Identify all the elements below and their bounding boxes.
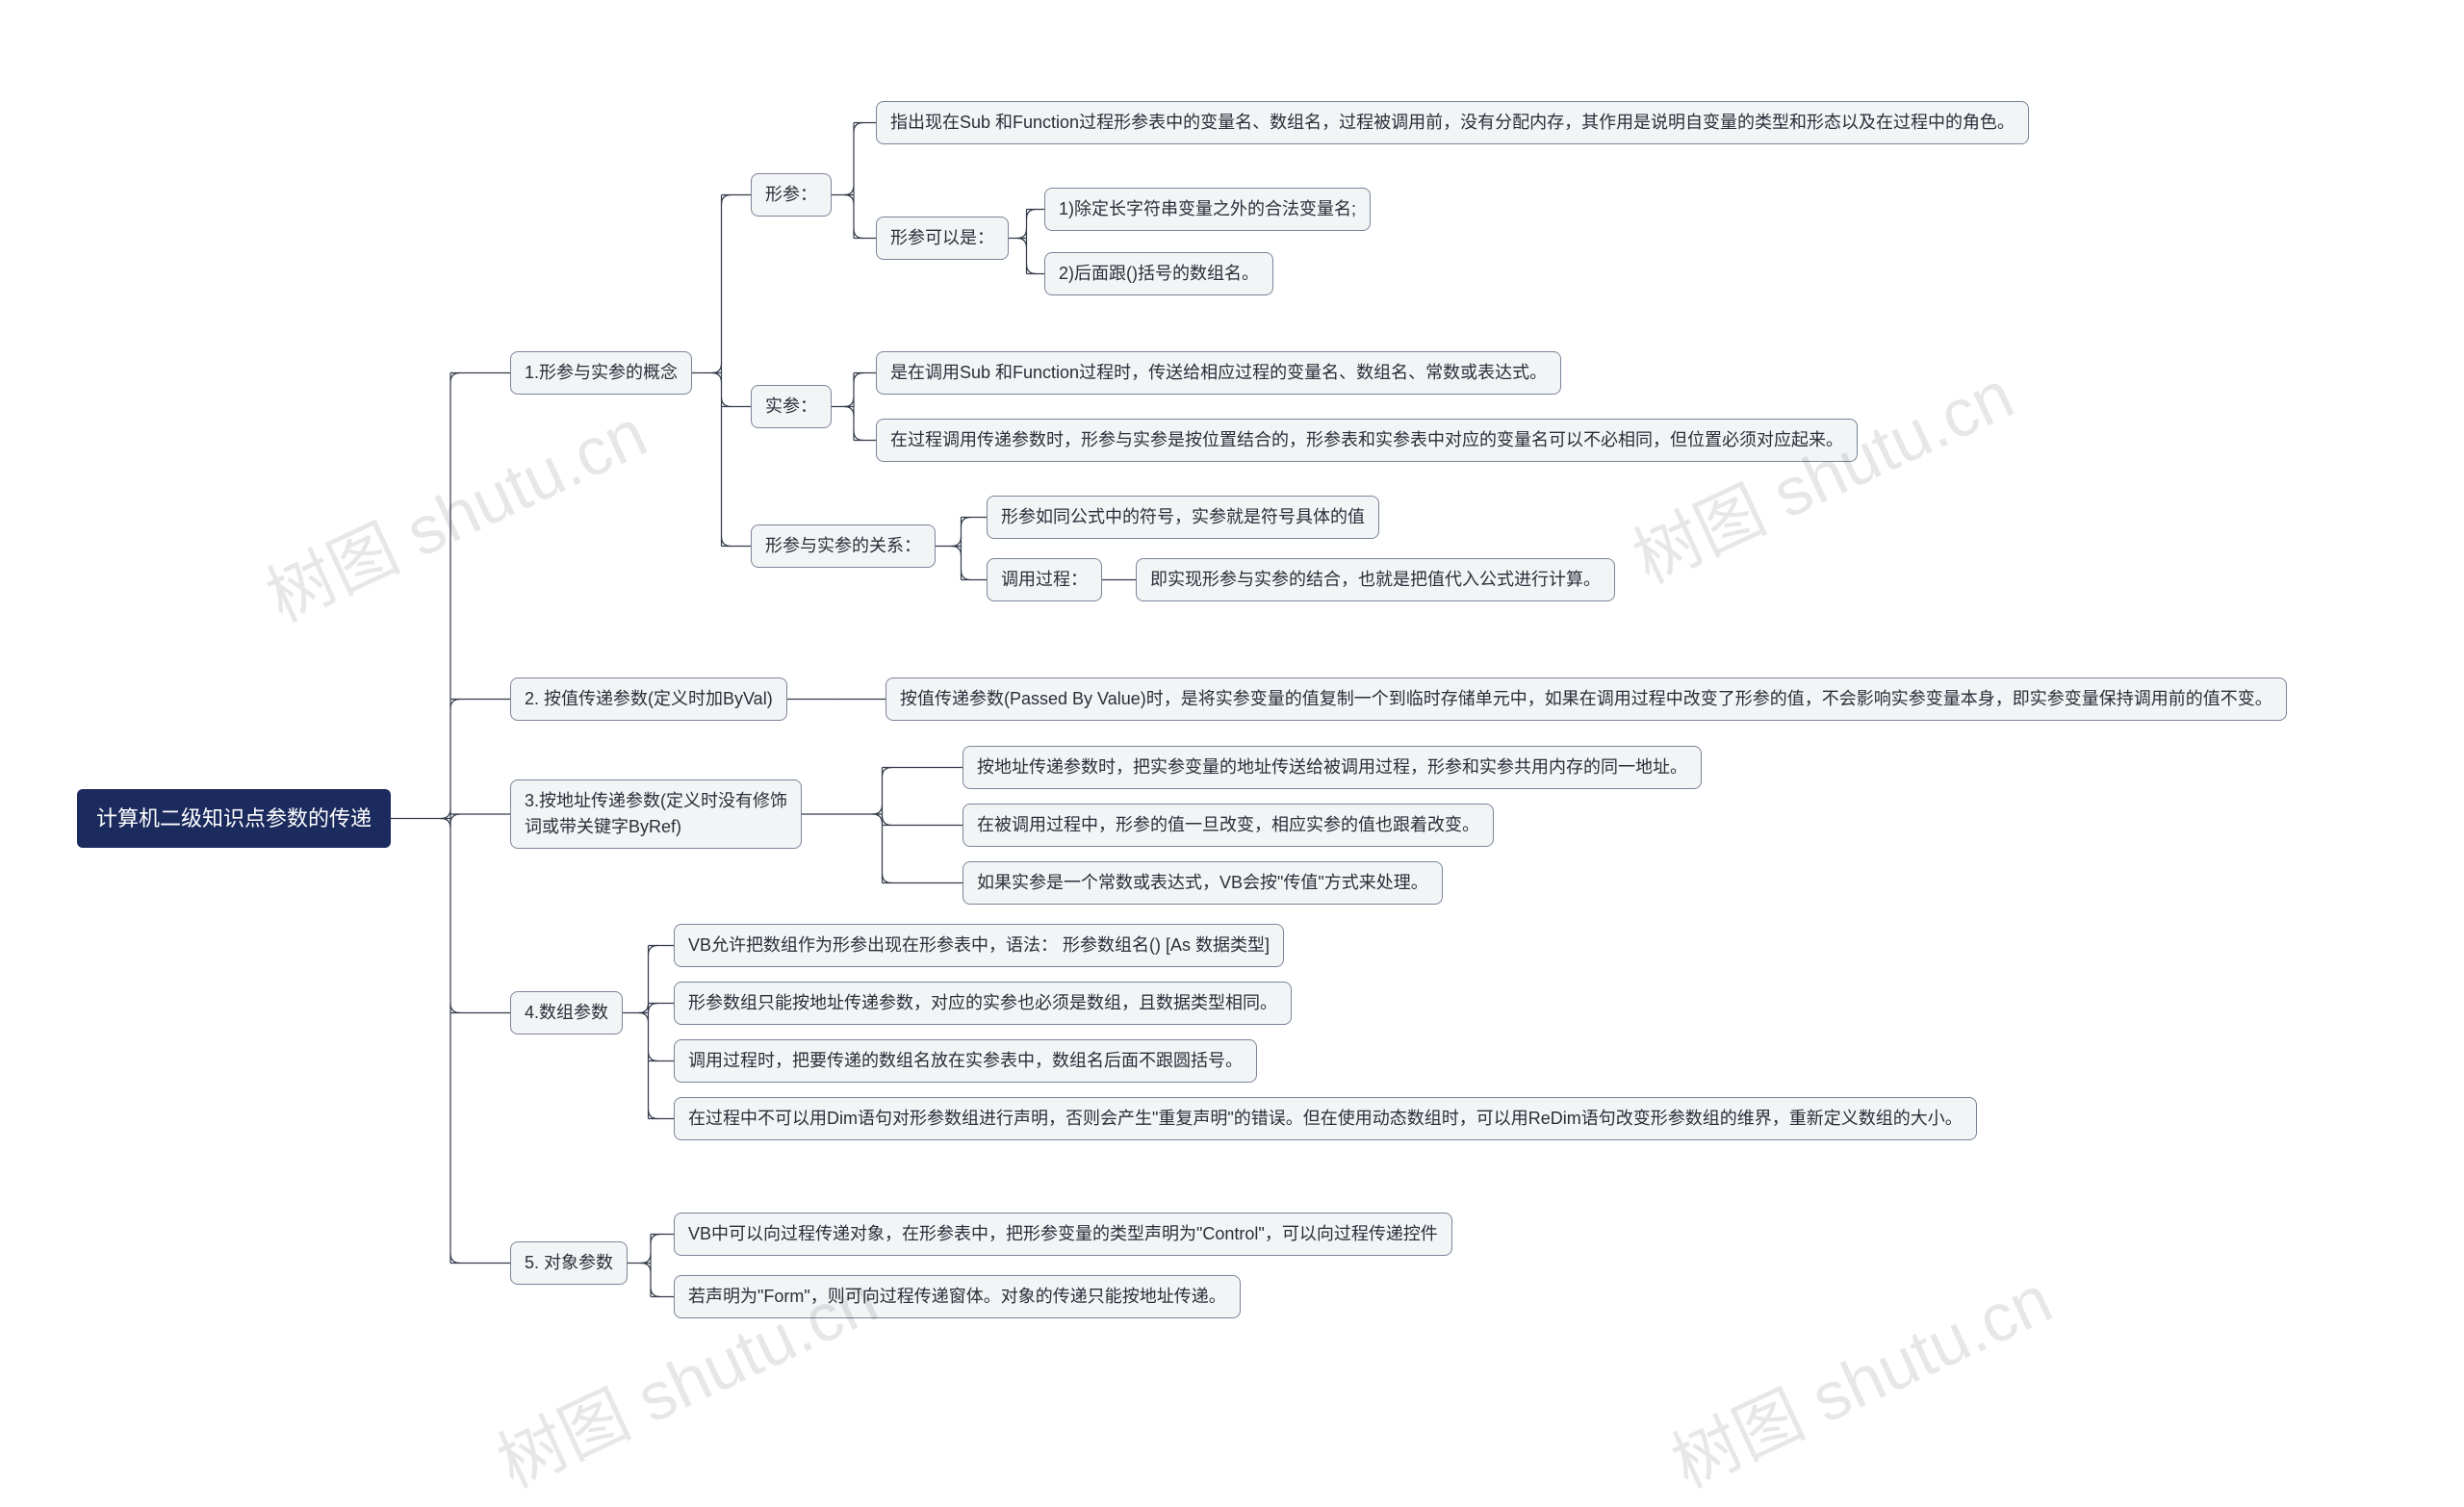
mindmap-node: 形参：	[751, 173, 832, 217]
mindmap-node: 在过程中不可以用Dim语句对形参数组进行声明，否则会产生"重复声明"的错误。但在…	[674, 1097, 1977, 1140]
mindmap-node: 按值传递参数(Passed By Value)时，是将实参变量的值复制一个到临时…	[886, 677, 2287, 721]
mindmap-node: 调用过程：	[987, 558, 1102, 601]
mindmap-node: 实参：	[751, 385, 832, 428]
watermark: 树图 shutu.cn	[1616, 342, 2027, 602]
mindmap-node: 形参如同公式中的符号，实参就是符号具体的值	[987, 496, 1379, 539]
mindmap-node: 2)后面跟()括号的数组名。	[1044, 252, 1273, 295]
watermark: 树图 shutu.cn	[249, 380, 660, 641]
mindmap-node: 2. 按值传递参数(定义时加ByVal)	[510, 677, 787, 721]
mindmap-node: 形参可以是：	[876, 217, 1009, 260]
mindmap-node: VB允许把数组作为形参出现在形参表中，语法： 形参数组名() [As 数据类型]	[674, 924, 1284, 967]
mindmap-node: 是在调用Sub 和Function过程时，传送给相应过程的变量名、数组名、常数或…	[876, 351, 1561, 395]
mindmap-node: VB中可以向过程传递对象，在形参表中，把形参变量的类型声明为"Control"，…	[674, 1213, 1452, 1256]
mindmap-node: 1)除定长字符串变量之外的合法变量名;	[1044, 188, 1371, 231]
mindmap-node: 在过程调用传递参数时，形参与实参是按位置结合的，形参表和实参表中对应的变量名可以…	[876, 419, 1858, 462]
mindmap-node: 形参与实参的关系：	[751, 524, 936, 568]
mindmap-node: 形参数组只能按地址传递参数，对应的实参也必须是数组，且数据类型相同。	[674, 982, 1292, 1025]
mindmap-node: 4.数组参数	[510, 991, 623, 1034]
mindmap-node: 5. 对象参数	[510, 1241, 628, 1285]
mindmap-node: 如果实参是一个常数或表达式，VB会按"传值"方式来处理。	[962, 861, 1443, 905]
mindmap-node: 按地址传递参数时，把实参变量的地址传送给被调用过程，形参和实参共用内存的同一地址…	[962, 746, 1702, 789]
watermark: 树图 shutu.cn	[1655, 1246, 2066, 1507]
mindmap-node: 在被调用过程中，形参的值一旦改变，相应实参的值也跟着改变。	[962, 804, 1494, 847]
mindmap-node: 调用过程时，把要传递的数组名放在实参表中，数组名后面不跟圆括号。	[674, 1039, 1257, 1083]
mindmap-node: 即实现形参与实参的结合，也就是把值代入公式进行计算。	[1136, 558, 1615, 601]
mindmap-node: 指出现在Sub 和Function过程形参表中的变量名、数组名，过程被调用前，没…	[876, 101, 2029, 144]
mindmap-node: 若声明为"Form"，则可向过程传递窗体。对象的传递只能按地址传递。	[674, 1275, 1241, 1318]
mindmap-node: 1.形参与实参的概念	[510, 351, 692, 395]
mindmap-node: 3.按地址传递参数(定义时没有修饰 词或带关键字ByRef)	[510, 779, 802, 849]
mindmap-root: 计算机二级知识点参数的传递	[77, 789, 391, 848]
